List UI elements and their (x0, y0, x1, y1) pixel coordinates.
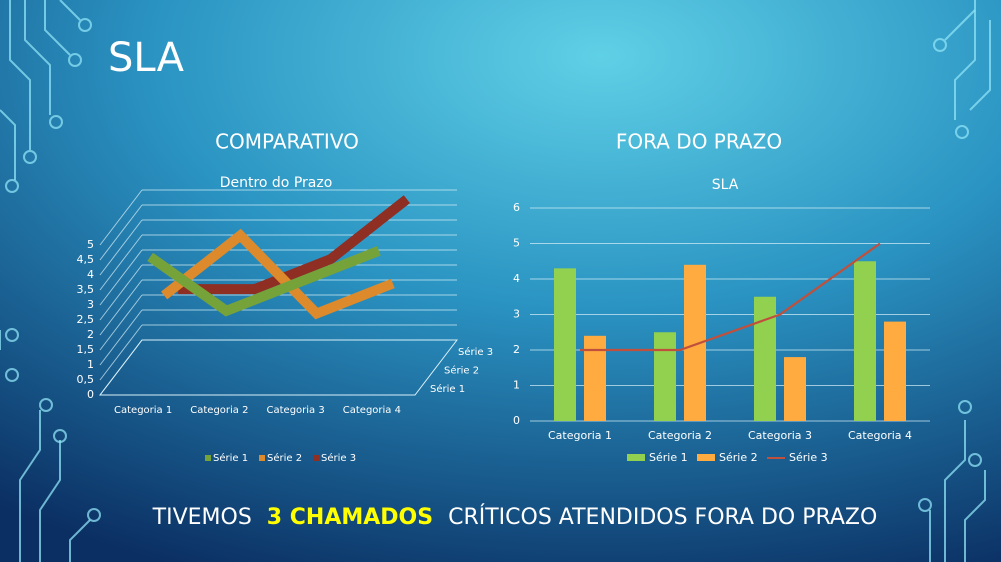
x-tick-label: Categoria 2 (648, 429, 712, 442)
chart-heading: COMPARATIVO (215, 130, 359, 154)
y-tick-label: 1 (87, 358, 94, 371)
footer: TIVEMOS 3 CHAMADOS CRÍTICOS ATENDIDOS FO… (152, 504, 878, 530)
y-tick-label: 4 (87, 268, 94, 281)
legend-label: Série 3 (789, 451, 828, 464)
series-line (161, 228, 395, 320)
grid-line (99, 264, 143, 321)
y-tick-label: 6 (513, 201, 520, 214)
slide-title: SLA (108, 35, 185, 81)
y-tick-label: 5 (87, 238, 94, 251)
footer-text: CRÍTICOS ATENDIDOS FORA DO PRAZO (448, 504, 877, 530)
depth-label: Série 2 (444, 365, 479, 377)
series-line (147, 246, 381, 317)
bar (754, 296, 776, 421)
y-tick-label: 3 (87, 298, 94, 311)
grid-line (99, 234, 143, 291)
x-tick-label: Categoria 4 (848, 429, 912, 442)
y-tick-label: 4 (513, 272, 520, 285)
grid-line (99, 309, 143, 366)
legend-label: Série 1 (649, 451, 688, 464)
grid-line (99, 189, 143, 246)
x-tick-label: Categoria 4 (343, 405, 401, 416)
bar (654, 332, 676, 421)
x-tick-label: Categoria 2 (190, 405, 248, 416)
chart-title: SLA (712, 177, 739, 193)
y-tick-label: 3,5 (77, 283, 95, 296)
x-tick-label: Categoria 1 (114, 405, 172, 416)
chart-title: Dentro do Prazo (220, 175, 333, 191)
legend-label: Série 1 (213, 452, 248, 464)
grid-line (99, 249, 143, 306)
series-line (178, 195, 410, 295)
y-tick-label: 2 (87, 328, 94, 341)
bar (784, 357, 806, 421)
footer-text: TIVEMOS (152, 505, 252, 530)
grid-line (99, 204, 143, 261)
footer-highlight: 3 CHAMADOS (267, 505, 433, 530)
legend-marker (697, 454, 715, 461)
legend-marker (205, 455, 211, 461)
y-tick-label: 1,5 (77, 343, 95, 356)
y-tick-label: 1 (513, 379, 520, 392)
chart-heading: FORA DO PRAZO (616, 130, 782, 154)
grid-line (99, 339, 143, 396)
y-tick-label: 3 (513, 308, 520, 321)
grid-line (99, 219, 143, 276)
legend-label: Série 3 (321, 452, 356, 464)
x-tick-label: Categoria 3 (267, 405, 325, 416)
legend-label: Série 2 (719, 451, 758, 464)
depth-label: Série 3 (458, 346, 493, 358)
y-tick-label: 0,5 (77, 373, 95, 386)
legend-marker (259, 455, 265, 461)
legend-marker (627, 454, 645, 461)
y-tick-label: 0 (87, 388, 94, 401)
y-tick-label: 2,5 (77, 313, 95, 326)
legend-marker (313, 455, 319, 461)
grid-line (99, 294, 143, 351)
grid-line (99, 324, 143, 381)
bar (584, 335, 606, 421)
grid-line (99, 279, 143, 336)
y-tick-label: 5 (513, 237, 520, 250)
bar (684, 264, 706, 421)
x-tick-label: Categoria 1 (548, 429, 612, 442)
depth-label: Série 1 (430, 383, 465, 395)
bar (884, 321, 906, 421)
bar (854, 261, 876, 421)
y-tick-label: 2 (513, 343, 520, 356)
y-tick-label: 4,5 (77, 253, 95, 266)
bar (554, 268, 576, 421)
series-line (580, 242, 881, 352)
y-tick-label: 0 (513, 414, 520, 427)
x-tick-label: Categoria 3 (748, 429, 812, 442)
legend-label: Série 2 (267, 452, 302, 464)
